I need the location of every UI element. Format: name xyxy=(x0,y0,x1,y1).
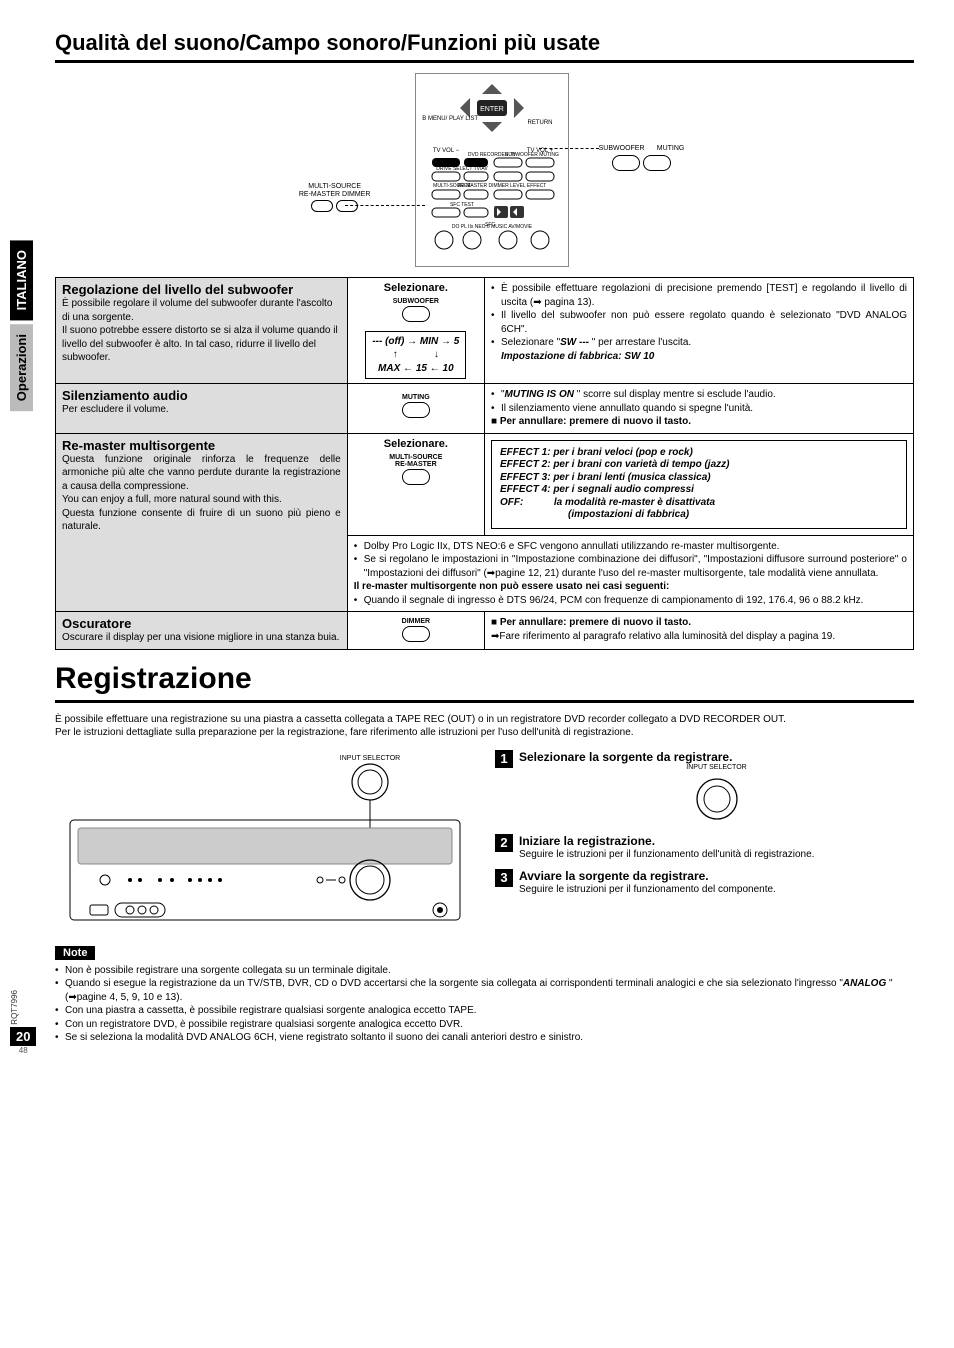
dimmer-b2: ➡Fare riferimento al paragrafo relativo … xyxy=(491,630,907,644)
svg-text:INPUT SELECTOR: INPUT SELECTOR xyxy=(340,755,400,762)
page-footer: RQT7996 20 48 xyxy=(10,990,36,1055)
svg-text:SUBWOOFER MUTING: SUBWOOFER MUTING xyxy=(505,152,559,158)
step-1-knob-icon xyxy=(692,776,742,822)
step-3-sub: Seguire le istruzioni per il funzionamen… xyxy=(519,883,914,897)
registrazione-rule xyxy=(55,700,914,703)
subwoofer-seq1: --- (off) → MIN → 5 xyxy=(372,335,459,349)
step-3-title: Avviare la sorgente da registrare. xyxy=(519,869,914,883)
dimmer-mid-label: DIMMER xyxy=(354,618,478,626)
remaster-n3: Il re-master multisorgente non può esser… xyxy=(354,580,907,594)
svg-text:ENTER: ENTER xyxy=(480,106,504,113)
step-2: 2 Iniziare la registrazione. Seguire le … xyxy=(495,834,914,862)
step-1: 1 Selezionare la sorgente da registrare.… xyxy=(495,750,914,826)
subwoofer-seq2: MAX ← 15 ← 10 xyxy=(372,362,459,376)
reg-intro2: Per le istruzioni dettagliate sulla prep… xyxy=(55,726,914,740)
step-2-sub: Seguire le istruzioni per il funzionamen… xyxy=(519,848,914,862)
step-2-num: 2 xyxy=(495,834,513,852)
page-small: 48 xyxy=(10,1046,36,1055)
remaster-mid-label2: RE-MASTER xyxy=(354,461,478,469)
subwoofer-title: Regolazione del livello del subwoofer xyxy=(62,282,341,297)
remote-center: ENTER SUB MENU/ PLAY LIST RETURN TV VOL … xyxy=(415,73,569,267)
right-label-mut: MUTING xyxy=(657,145,685,152)
step-1-knob-label: INPUT SELECTOR xyxy=(519,764,914,772)
muting-b2: Il silenziamento viene annullato quando … xyxy=(491,402,907,416)
remaster-button-icon xyxy=(311,200,333,212)
tab-operazioni: Operazioni xyxy=(10,324,33,411)
step-3: 3 Avviare la sorgente da registrare. Seg… xyxy=(495,869,914,897)
step-1-num: 1 xyxy=(495,750,513,768)
notes-list: Non è possibile registrare una sorgente … xyxy=(55,964,914,1045)
muting-b3: ■ Per annullare: premere di nuovo il tas… xyxy=(491,415,907,429)
subwoofer-button-icon xyxy=(612,155,640,171)
function-table: Regolazione del livello del subwoofer È … xyxy=(55,277,914,650)
subwoofer-mid-btn-icon xyxy=(402,306,430,322)
remaster-n4: Quando il segnale di ingresso è DTS 96/2… xyxy=(354,594,907,608)
effect-box: EFFECT 1: per i brani veloci (pop e rock… xyxy=(491,440,907,529)
muting-desc: Per escludere il volume. xyxy=(62,403,341,417)
subwoofer-b4: Impostazione di fabbrica: SW 10 xyxy=(491,350,907,364)
remaster-mid-label1: MULTI-SOURCE xyxy=(354,454,478,462)
remaster-mid-title: Selezionare. xyxy=(354,438,478,450)
remaster-title: Re-master multisorgente xyxy=(62,438,341,453)
subwoofer-b1: È possibile effettuare regolazioni di pr… xyxy=(491,282,907,309)
page-number: 20 xyxy=(10,1027,36,1046)
reg-intro1: È possibile effettuare una registrazione… xyxy=(55,713,914,727)
step-3-num: 3 xyxy=(495,869,513,887)
muting-mid-label: MUTING xyxy=(354,394,478,402)
svg-text:RE-MASTER DIMMER LEVEL EF: RE-MASTER DIMMER LEVEL EFFECT xyxy=(457,183,546,189)
note-4: Con un registratore DVD, è possibile reg… xyxy=(55,1018,914,1032)
dimmer-desc: Oscurare il display per una visione migl… xyxy=(62,631,341,645)
left-label-1: MULTI-SOURCE xyxy=(285,183,385,191)
tab-italiano: ITALIANO xyxy=(10,240,33,320)
remaster-desc: Questa funzione originale rinforza le fr… xyxy=(62,453,341,534)
registrazione-title: Registrazione xyxy=(55,662,914,696)
dimmer-mid-btn-icon xyxy=(402,626,430,642)
note-2: Quando si esegue la registrazione da un … xyxy=(55,977,914,1004)
remote-diagram: MULTI-SOURCE RE-MASTER DIMMER ENTER SUB … xyxy=(55,73,914,267)
subwoofer-mid-label: SUBWOOFER xyxy=(354,298,478,306)
dimmer-b1: ■ Per annullare: premere di nuovo il tas… xyxy=(491,616,907,630)
subwoofer-desc: È possibile regolare il volume del subwo… xyxy=(62,297,341,365)
note-3: Con una piastra a cassetta, è possibile … xyxy=(55,1004,914,1018)
muting-title: Silenziamento audio xyxy=(62,388,341,403)
remaster-n2: Se si regolano le impostazioni in "Impos… xyxy=(354,553,907,580)
dimmer-button-icon xyxy=(336,200,358,212)
device-illustration: INPUT SELECTOR xyxy=(60,750,470,940)
muting-b1: "MUTING IS ON " scorre sul display mentr… xyxy=(491,388,907,402)
svg-text:SFC: SFC xyxy=(485,222,495,228)
step-2-title: Iniziare la registrazione. xyxy=(519,834,914,848)
subwoofer-b2: Il livello del subwoofer non può essere … xyxy=(491,309,907,336)
rqt-code: RQT7996 xyxy=(10,990,19,1025)
svg-text:SUB MENU/ PLAY LIST: SUB MENU/ PLAY LIST xyxy=(422,116,478,122)
svg-text:DRIVE SELECT TV/AV: DRIVE SELECT TV/AV xyxy=(436,166,488,172)
remaster-n1: Dolby Pro Logic IIx, DTS NEO:6 e SFC ven… xyxy=(354,540,907,554)
note-1: Non è possibile registrare una sorgente … xyxy=(55,964,914,978)
muting-mid-btn-icon xyxy=(402,402,430,418)
subwoofer-mid-title: Selezionare. xyxy=(354,282,478,294)
svg-text:RETURN: RETURN xyxy=(527,120,552,126)
side-tabs: ITALIANO Operazioni xyxy=(10,240,33,416)
note-label: Note xyxy=(55,946,95,960)
muting-button-icon xyxy=(643,155,671,171)
step-1-title: Selezionare la sorgente da registrare. xyxy=(519,750,914,764)
note-5: Se si seleziona la modalità DVD ANALOG 6… xyxy=(55,1031,914,1045)
remote-svg: ENTER SUB MENU/ PLAY LIST RETURN TV VOL … xyxy=(422,80,562,260)
remaster-mid-btn-icon xyxy=(402,469,430,485)
subwoofer-b3: Selezionare "SW --- " per arrestare l'us… xyxy=(491,336,907,350)
title-rule xyxy=(55,60,914,63)
dimmer-title: Oscuratore xyxy=(62,616,341,631)
page-title: Qualità del suono/Campo sonoro/Funzioni … xyxy=(55,30,914,56)
left-label-2: RE-MASTER DIMMER xyxy=(285,191,385,199)
svg-text:TV VOL −: TV VOL − xyxy=(432,148,459,154)
svg-text:SFC TEST: SFC TEST xyxy=(450,202,474,208)
right-label-sub: SUBWOOFER xyxy=(599,145,645,152)
